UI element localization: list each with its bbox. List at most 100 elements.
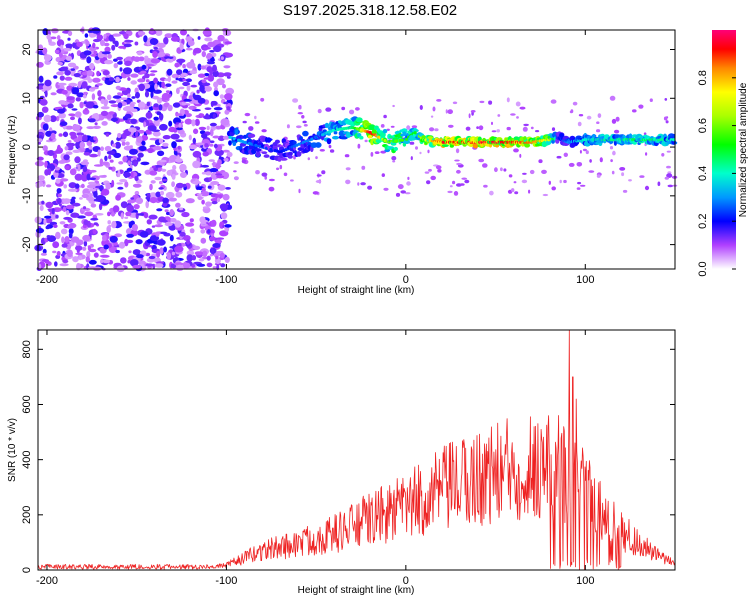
heatmap-noise-mark	[133, 56, 141, 62]
heatmap-noise-mark	[175, 158, 183, 163]
heatmap-noise-mark	[65, 210, 70, 216]
heatmap-noise-mark	[191, 119, 196, 127]
heatmap-noise-mark	[137, 31, 146, 36]
heatmap-noise-mark	[147, 147, 154, 154]
heatmap-noise-mark	[115, 249, 120, 254]
heatmap-noise-mark	[178, 122, 182, 128]
heatmap-noise-mark	[83, 152, 91, 156]
heatmap-noise-mark	[204, 85, 212, 92]
heatmap-noise-mark	[171, 181, 176, 188]
heatmap-noise-mark	[140, 161, 150, 166]
heatmap-noise-mark	[159, 180, 163, 185]
heatmap-noise-mark	[49, 115, 57, 123]
heatmap-speckle-mark	[465, 126, 471, 131]
heatmap-noise-mark	[126, 167, 133, 172]
heatmap-speckle-mark	[628, 179, 632, 182]
heatmap-noise-mark	[129, 106, 135, 112]
heatmap-noise-mark	[39, 205, 44, 212]
heatmap-noise-mark	[146, 101, 150, 107]
heatmap-noise-mark	[117, 102, 123, 109]
heatmap-noise-mark	[224, 109, 230, 115]
heatmap-noise-mark	[53, 75, 58, 79]
heatmap-speckle-mark	[445, 109, 448, 114]
heatmap-noise-mark	[149, 183, 153, 191]
heatmap-noise-mark	[101, 188, 110, 196]
heatmap-noise-mark	[122, 67, 133, 75]
heatmap-noise-mark	[217, 135, 225, 142]
heatmap-noise-mark	[95, 195, 105, 203]
heatmap-speckle-mark	[406, 125, 411, 130]
heatmap-noise-mark	[143, 35, 148, 43]
heatmap-noise-mark	[150, 91, 154, 99]
heatmap-noise-mark	[174, 245, 184, 253]
heatmap-noise-mark	[156, 208, 163, 212]
heatmap-noise-mark	[186, 85, 191, 92]
heatmap-noise-mark	[212, 126, 216, 129]
heatmap-noise-mark	[112, 95, 122, 99]
heatmap-speckle-mark	[241, 159, 247, 164]
heatmap-noise-mark	[111, 220, 117, 229]
heatmap-speckle-mark	[315, 156, 318, 160]
heatmap-noise-mark	[39, 99, 48, 106]
heatmap-noise-mark	[97, 90, 102, 97]
heatmap-noise-mark	[108, 34, 114, 42]
heatmap-noise-mark	[186, 250, 195, 256]
heatmap-speckle-mark	[430, 175, 437, 181]
heatmap-noise-mark	[120, 97, 128, 101]
heatmap-noise-mark	[186, 254, 194, 262]
heatmap-ridge-mark	[382, 129, 388, 134]
heatmap-noise-mark	[134, 41, 139, 46]
heatmap-ridge-mark	[263, 154, 270, 158]
snr-x-tick-label: -100	[215, 575, 237, 587]
heatmap-speckle-mark	[254, 121, 260, 124]
heatmap-noise-mark	[45, 130, 53, 137]
heatmap-noise-mark	[197, 36, 201, 40]
heatmap-noise-mark	[37, 175, 45, 181]
heatmap-noise-mark	[226, 76, 231, 79]
heatmap-noise-mark	[46, 33, 51, 40]
heatmap-speckle-mark	[579, 150, 582, 154]
heatmap-noise-mark	[103, 244, 109, 250]
heatmap-x-tick-label: -100	[215, 274, 237, 286]
heatmap-speckle-mark	[523, 123, 529, 127]
colorbar: 0.0 0.2 0.4 0.6 0.8 Normalized spectral ampl…	[697, 30, 749, 277]
heatmap-noise-mark	[106, 225, 111, 233]
heatmap-noise-mark	[155, 191, 161, 198]
heatmap-noise-mark	[72, 42, 76, 49]
heatmap-noise-mark	[192, 93, 196, 99]
heatmap-noise-mark	[66, 96, 75, 101]
heatmap-noise-mark	[58, 112, 66, 119]
heatmap-noise-mark	[147, 125, 157, 131]
heatmap-noise-mark	[95, 213, 104, 216]
heatmap-noise-mark	[50, 36, 57, 40]
heatmap-noise-mark	[182, 63, 186, 69]
heatmap-speckle-mark	[341, 106, 346, 111]
heatmap-noise-mark	[74, 173, 83, 181]
heatmap-noise-mark	[143, 121, 147, 128]
heatmap-noise-mark	[148, 214, 158, 220]
heatmap-speckle-mark	[489, 190, 494, 196]
heatmap-ridge-mark	[302, 130, 309, 137]
heatmap-noise-mark	[108, 224, 112, 228]
heatmap-noise-mark	[120, 257, 127, 264]
heatmap-noise-mark	[213, 90, 219, 97]
heatmap-noise-mark	[202, 29, 212, 36]
heatmap-noise-mark	[85, 40, 90, 47]
heatmap-noise-mark	[66, 85, 73, 91]
heatmap-noise-mark	[86, 126, 95, 130]
heatmap-speckle-mark	[464, 179, 470, 184]
heatmap-noise-mark	[129, 148, 138, 155]
heatmap-noise-mark	[114, 233, 123, 238]
heatmap-noise-mark	[118, 161, 124, 165]
heatmap-noise-mark	[189, 218, 194, 223]
heatmap-noise-mark	[214, 149, 224, 157]
heatmap-speckle-mark	[233, 170, 237, 173]
heatmap-speckle-mark	[410, 156, 413, 161]
heatmap-noise-mark	[64, 236, 70, 243]
heatmap-noise-mark	[81, 81, 88, 89]
heatmap-noise-mark	[68, 232, 73, 239]
heatmap-noise-mark	[138, 83, 145, 92]
heatmap-noise-mark	[42, 47, 48, 55]
heatmap-noise-mark	[180, 29, 187, 36]
